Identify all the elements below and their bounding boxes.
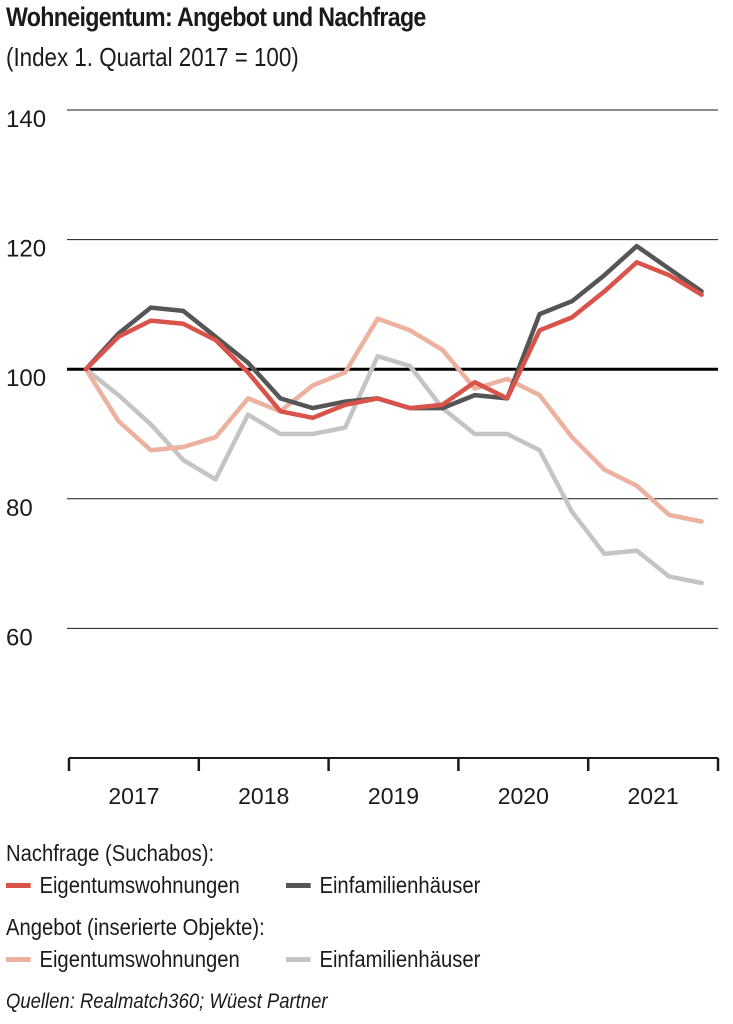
legend-swatch-demand-houses [286,883,311,888]
series-line-1-supply-apartments [83,316,704,524]
legend-label-supply-apartments: Eigentumswohnungen [39,946,240,972]
x-tick-label-2020: 2020 [498,783,549,809]
x-tick-label-2021: 2021 [628,783,679,809]
x-tick-label-2019: 2019 [368,783,419,809]
y-tick-label-120: 120 [6,236,46,263]
series-line-0-supply-houses [83,353,704,586]
chart-subtitle: (Index 1. Quartal 2017 = 100) [6,42,299,72]
legend-item-supply-houses: Einfamilienhäuser [286,946,480,973]
y-tick-label-100: 100 [6,365,46,392]
series-line-2-demand-houses [83,243,704,411]
legend-item-supply-apartments: Eigentumswohnungen [6,946,240,973]
legend-label-demand-houses: Einfamilienhäuser [319,872,481,898]
chart-title: Wohneigentum: Angebot und Nachfrage [6,2,426,32]
legend-swatch-supply-houses [286,957,311,962]
legend-supply-heading: Angebot (inserierte Objekte): [6,914,265,940]
source-note: Quellen: Realmatch360; Wüest Partner [6,990,328,1013]
line-chart: 140 120 100 80 60 2017 2018 2019 2020 2021 [6,106,720,809]
legend-swatch-demand-apartments [6,883,31,888]
y-tick-label-60: 60 [6,624,33,651]
x-tick-label-2018: 2018 [238,783,289,809]
y-tick-label-140: 140 [6,106,46,133]
series-line-3-demand-apartments [83,260,704,421]
legend-item-demand-apartments: Eigentumswohnungen [6,872,240,899]
legend-label-supply-houses: Einfamilienhäuser [319,946,481,972]
legend-label-demand-apartments: Eigentumswohnungen [39,872,240,898]
legend-swatch-supply-apartments [6,957,31,962]
legend-demand-heading: Nachfrage (Suchabos): [6,840,215,866]
x-tick-label-2017: 2017 [108,783,159,809]
y-tick-label-80: 80 [6,495,33,522]
legend-item-demand-houses: Einfamilienhäuser [286,872,480,899]
